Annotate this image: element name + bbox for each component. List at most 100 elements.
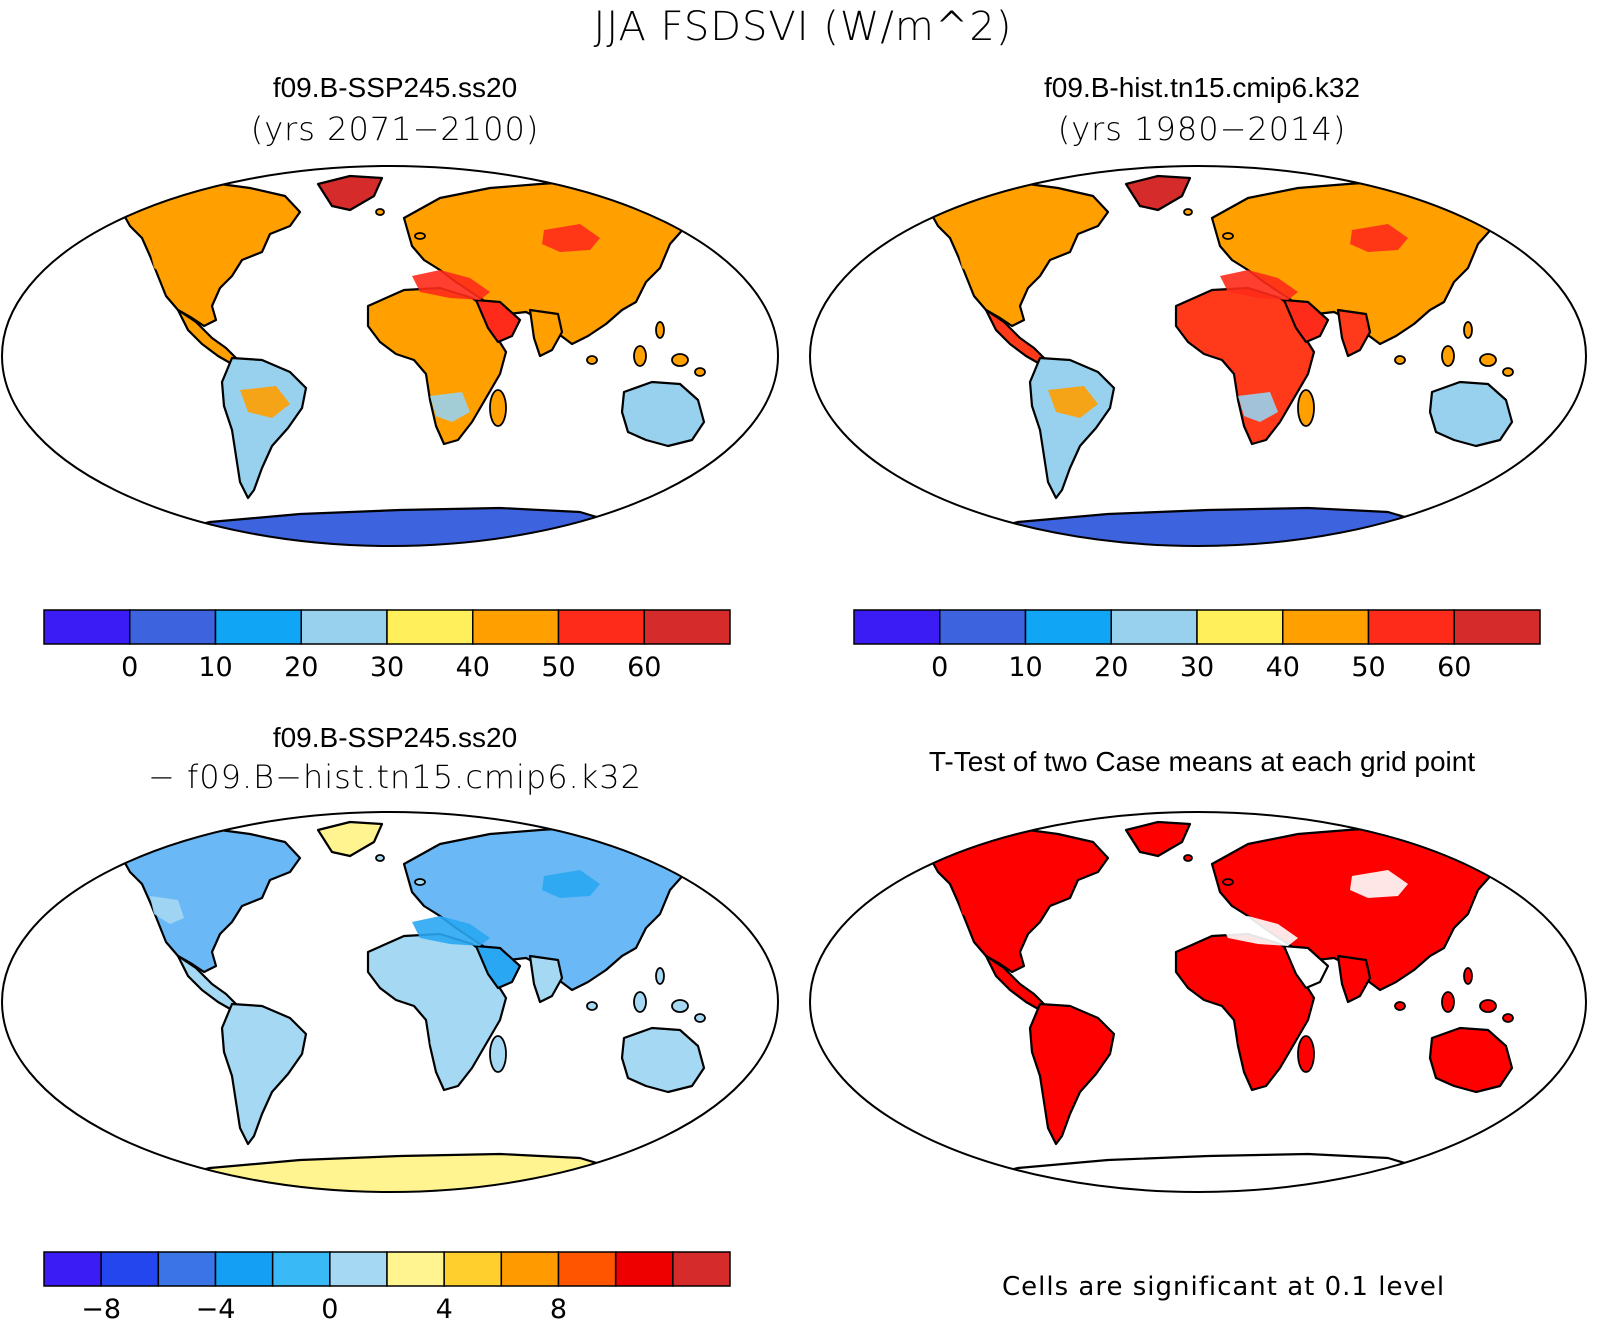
land-australia: [1428, 1026, 1514, 1094]
colorbar-segment: [129, 609, 217, 645]
island: [1463, 967, 1473, 985]
panel-subtitle-ssp245: (yrs 2071−2100): [250, 110, 540, 148]
colorbar-hist: 0 10 20 30 40 50 60: [853, 609, 1541, 683]
island: [671, 353, 689, 367]
land-greenland: [1124, 174, 1192, 212]
colorbar-tick-label: 20: [284, 652, 318, 683]
colorbar-segment: [1024, 609, 1112, 645]
island: [375, 854, 385, 862]
panel-title-diff: f09.B-SSP245.ss20: [272, 722, 518, 753]
panel-subtitle-hist: (yrs 1980−2014): [1057, 110, 1347, 148]
colorbar-tick-label: 30: [1180, 652, 1214, 683]
island: [586, 355, 598, 365]
land-india: [1336, 954, 1372, 1004]
island: [1502, 367, 1514, 377]
map-border: [1, 165, 779, 547]
colorbar-tick-label: 20: [1094, 652, 1128, 683]
colorbar-tick-label: 60: [1437, 652, 1471, 683]
colorbar-tick-label: 10: [1008, 652, 1042, 683]
island: [633, 991, 647, 1013]
shading-patch: [1238, 1038, 1278, 1068]
shading-patch: [1220, 270, 1298, 300]
shading-patch: [150, 896, 184, 924]
shading-patch: [240, 386, 290, 418]
shading-patch: [958, 896, 992, 924]
colorbar-segment: [672, 1251, 731, 1287]
panel-title-ssp245: f09.B-SSP245.ss20: [272, 72, 518, 103]
island: [414, 232, 426, 240]
colorbar-tick-label: 4: [436, 1294, 453, 1323]
colorbar-segment: [557, 1251, 617, 1287]
map-panel-hist: [809, 165, 1587, 547]
colorbar-segment: [939, 609, 1027, 645]
land-northAmerica: [926, 826, 1110, 974]
colorbar-segment: [329, 1251, 388, 1287]
island: [1222, 878, 1234, 886]
shading-patch: [1238, 392, 1278, 422]
map-panel-ssp245: [1, 165, 779, 547]
colorbar-tick-label: 50: [1351, 652, 1385, 683]
map-panel-diff: [1, 811, 779, 1193]
shading-patch: [1048, 1032, 1098, 1064]
island: [375, 208, 385, 216]
colorbar-tick-label: 0: [931, 652, 948, 683]
land-australia: [1428, 380, 1514, 448]
shading-patch: [1220, 916, 1298, 946]
colorbar-segment: [614, 1251, 674, 1287]
island: [655, 967, 665, 985]
island: [633, 345, 647, 367]
colorbar-tick-label: 60: [627, 652, 661, 683]
colorbar-tick-label: 10: [198, 652, 232, 683]
colorbar-segment: [43, 609, 131, 645]
colorbar-segment: [43, 1251, 102, 1287]
land-arabia: [474, 944, 522, 990]
colorbar-tick-label: 0: [321, 1294, 338, 1323]
map-border: [809, 811, 1587, 1193]
island: [1479, 999, 1497, 1013]
colorbar-segment: [443, 1251, 503, 1287]
land-greenland: [1124, 820, 1192, 858]
colorbar-tick-label: 8: [550, 1294, 567, 1323]
panel-title-ttest: T-Test of two Case means at each grid po…: [928, 746, 1476, 777]
island: [655, 321, 665, 339]
island: [586, 1001, 598, 1011]
shading-patch: [412, 916, 490, 946]
colorbar-segment: [157, 1251, 217, 1287]
island: [489, 1035, 507, 1073]
land-arabia: [474, 298, 522, 344]
map-panel-ttest: [809, 811, 1587, 1193]
shading-patch: [1048, 386, 1098, 418]
shading-patch: [430, 392, 470, 422]
colorbar-segment: [1110, 609, 1198, 645]
island: [1479, 353, 1497, 367]
colorbar-segment: [643, 609, 731, 645]
land-arabia: [1282, 298, 1330, 344]
colorbar-tick-label: −4: [196, 1294, 236, 1323]
panel-subtitle-diff: − f09.B−hist.tn15.cmip6.k32: [148, 758, 642, 796]
colorbar-ssp245: 0 10 20 30 40 50 60: [43, 609, 731, 683]
colorbar-segment: [300, 609, 388, 645]
land-india: [528, 954, 564, 1004]
colorbar-segment: [214, 609, 302, 645]
colorbar-segment: [1196, 609, 1284, 645]
colorbar-segment: [472, 609, 560, 645]
colorbar-tick-label: 30: [370, 652, 404, 683]
significance-note: Cells are significant at 0.1 level: [1002, 1272, 1446, 1302]
shading-patch: [958, 250, 992, 278]
shading-patch: [412, 270, 490, 300]
land-india: [528, 308, 564, 358]
island: [414, 878, 426, 886]
colorbar-segment: [100, 1251, 160, 1287]
shading-patch: [1350, 870, 1408, 898]
island: [1463, 321, 1473, 339]
colorbar-tick-label: 50: [541, 652, 575, 683]
shading-patch: [542, 870, 600, 898]
island: [1502, 1013, 1514, 1023]
island: [489, 389, 507, 427]
island: [1297, 1035, 1315, 1073]
land-arabia: [1282, 944, 1330, 990]
colorbar-segment: [500, 1251, 560, 1287]
land-northAmerica: [118, 826, 302, 974]
land-northAmerica: [926, 180, 1110, 328]
island: [694, 1013, 706, 1023]
